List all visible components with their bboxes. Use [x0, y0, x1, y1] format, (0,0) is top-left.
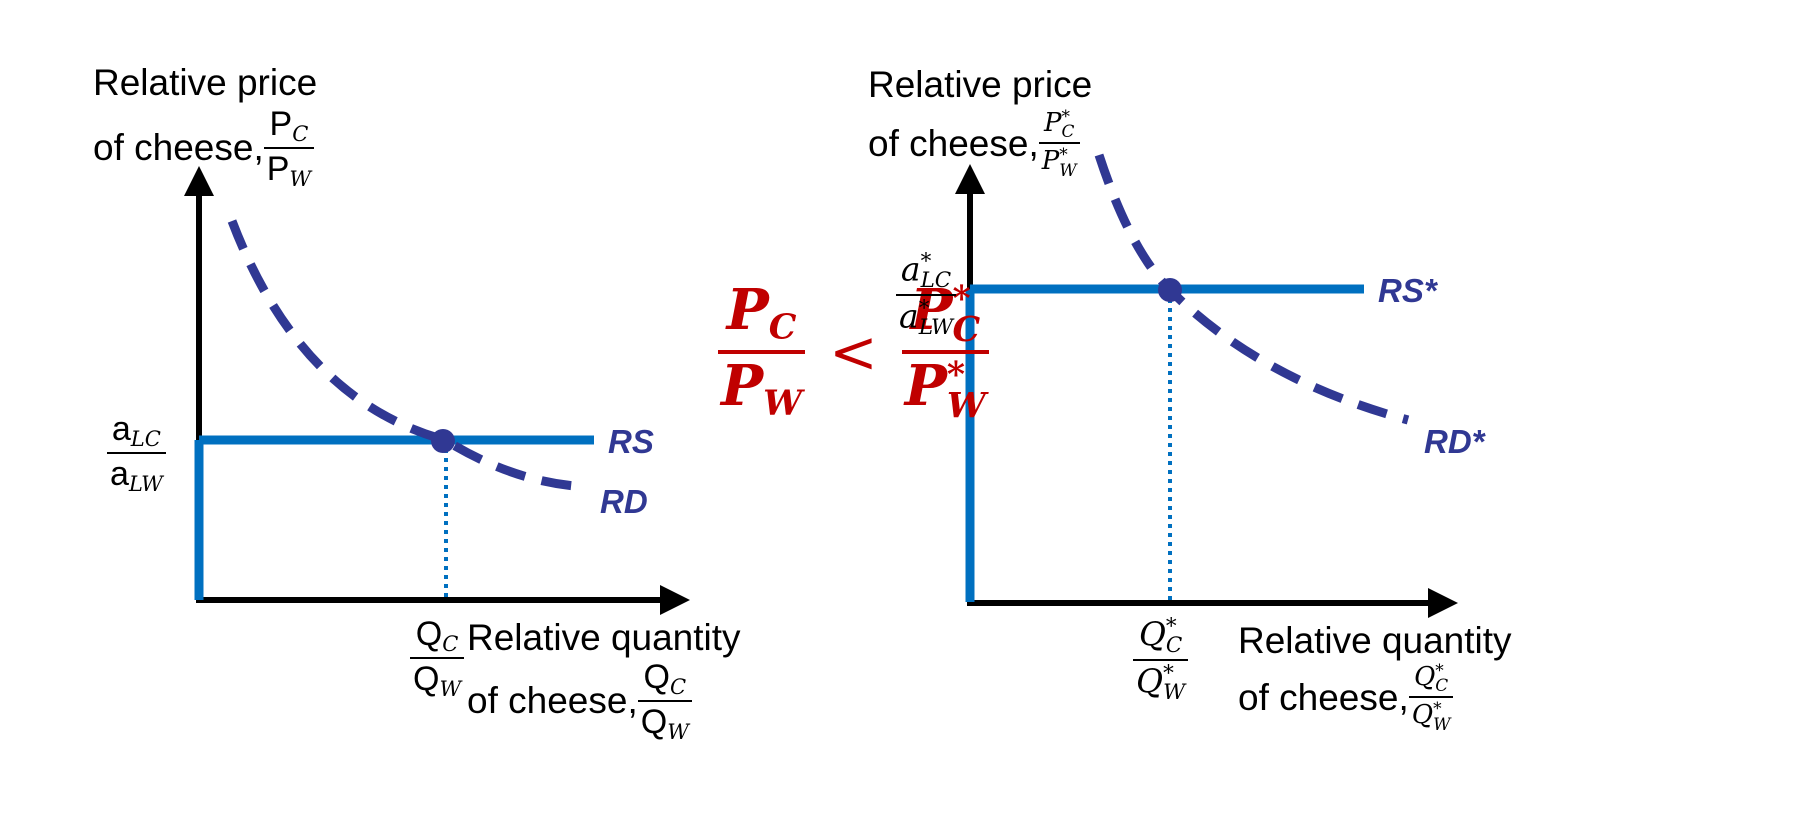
ineq-rhs-den-sub: W — [946, 384, 986, 426]
right-y-frac-den-sub: W — [1059, 159, 1077, 180]
left-x-tick-den-sub: W — [439, 675, 462, 701]
right-x-tick-num-sub: C — [1165, 633, 1183, 659]
left-y-tick-label: aLC aLW — [107, 412, 166, 494]
right-x-tick-num: Q — [1138, 614, 1166, 654]
inequality-lhs: PC PW — [718, 282, 806, 424]
ineq-rhs-num: P — [910, 277, 953, 343]
right-x-tick-num-sup: * — [1165, 614, 1177, 639]
ineq-rhs-num-sup: * — [952, 278, 971, 320]
left-x-tick-label: QC QW — [410, 615, 465, 701]
ineq-rhs-den-sup: * — [946, 353, 965, 395]
left-equilibrium-point — [431, 429, 455, 453]
left-y-frac-den: P — [266, 149, 290, 188]
right-x-tick-label: Q * C Q * W — [1133, 614, 1189, 705]
ineq-rhs-den: P — [904, 352, 947, 419]
left-x-axis-fraction: QC QW — [637, 658, 692, 744]
right-y-tick-num-sup: * — [920, 249, 932, 274]
ineq-lhs-num-sub: C — [768, 306, 797, 348]
left-x-frac-den-sub: W — [667, 718, 689, 744]
ineq-lhs-num: P — [726, 277, 769, 344]
right-y-tick-label: a * LC a * LW — [896, 249, 957, 340]
ineq-lhs-den-sub: W — [763, 382, 803, 424]
right-x-frac-num: Q — [1413, 662, 1436, 693]
right-y-axis-label: Relative price of cheese, P * C P * W — [868, 66, 1092, 178]
right-y-axis-fraction: P * C P * W — [1038, 106, 1080, 180]
left-x-tick-num-sub: C — [442, 630, 459, 656]
right-x-tick-den-sup: * — [1163, 660, 1174, 686]
inequality-operator: < — [829, 317, 878, 386]
right-x-axis-label: Relative quantity of cheese, Q * C Q * W — [1238, 622, 1512, 732]
left-x-tick-den: Q — [413, 659, 440, 698]
right-y-frac-num: P — [1043, 108, 1062, 139]
left-rd-curve — [227, 219, 576, 491]
right-panel — [955, 153, 1458, 618]
left-y-tick-num-sub: LC — [130, 425, 161, 451]
inequality-rhs: P * C P * W — [901, 278, 989, 426]
right-equilibrium-point — [1158, 278, 1182, 302]
left-x-frac-num-sub: C — [669, 673, 687, 699]
right-y-tick-num-sub: LC — [920, 268, 952, 294]
right-y-axis-label-line2: of cheese, — [868, 122, 1039, 164]
right-x-frac-den-sup: * — [1433, 698, 1442, 719]
right-y-frac-num-sub: C — [1061, 121, 1075, 142]
right-x-frac-num-sub: C — [1435, 675, 1449, 696]
left-y-frac-num: P — [269, 105, 293, 143]
right-x-frac-den: Q — [1411, 700, 1434, 731]
right-x-axis-fraction: Q * C Q * W — [1408, 660, 1454, 734]
left-y-tick-den-sub: LW — [128, 470, 163, 496]
left-rd-label: RD — [600, 483, 648, 520]
ineq-lhs-den: P — [721, 352, 764, 419]
left-y-frac-num-sub: C — [292, 120, 309, 146]
left-x-axis-label-line1: Relative quantity — [467, 617, 741, 658]
right-y-frac-den: P — [1041, 146, 1060, 177]
ineq-rhs-num-sub: C — [952, 309, 981, 351]
right-x-axis-label-line1: Relative quantity — [1238, 620, 1512, 661]
left-y-axis-label: Relative price of cheese, PC PW — [93, 64, 317, 189]
right-y-tick-den-sub: LW — [918, 314, 954, 340]
right-x-tick-den-sub: W — [1163, 679, 1186, 705]
right-y-frac-den-sup: * — [1059, 144, 1068, 165]
right-y-frac-num-sup: * — [1061, 106, 1070, 126]
left-y-axis-label-line2: of cheese, — [93, 127, 264, 169]
left-y-axis-label-line1: Relative price — [93, 62, 318, 103]
left-x-axis-label: Relative quantity of cheese, QC QW — [467, 619, 741, 742]
left-x-axis-label-line2: of cheese, — [467, 680, 638, 722]
price-inequality: PC PW < P * C P * W — [718, 278, 989, 426]
left-y-frac-den-sub: W — [289, 165, 312, 191]
left-y-tick-den: a — [110, 454, 129, 493]
right-x-frac-den-sub: W — [1433, 713, 1451, 734]
right-y-axis-label-line1: Relative price — [868, 64, 1093, 105]
left-y-tick-num: a — [111, 410, 131, 448]
right-rd-curve — [1094, 153, 1410, 425]
left-panel — [184, 166, 690, 615]
left-x-tick-num: Q — [415, 615, 443, 653]
left-x-frac-den: Q — [640, 702, 668, 741]
left-x-frac-num: Q — [643, 658, 670, 696]
right-y-tick-den-sup: * — [918, 295, 930, 321]
right-rs-label: RS* — [1378, 272, 1437, 309]
right-y-tick-num: a — [900, 249, 921, 289]
left-y-axis-fraction: PC PW — [263, 105, 315, 191]
right-rd-label: RD* — [1424, 423, 1485, 460]
right-y-tick-den: a — [899, 295, 919, 335]
left-rs-label: RS — [608, 423, 654, 460]
right-x-frac-num-sup: * — [1435, 660, 1444, 680]
right-x-tick-den: Q — [1136, 660, 1164, 700]
right-x-axis-label-line2: of cheese, — [1238, 676, 1409, 718]
